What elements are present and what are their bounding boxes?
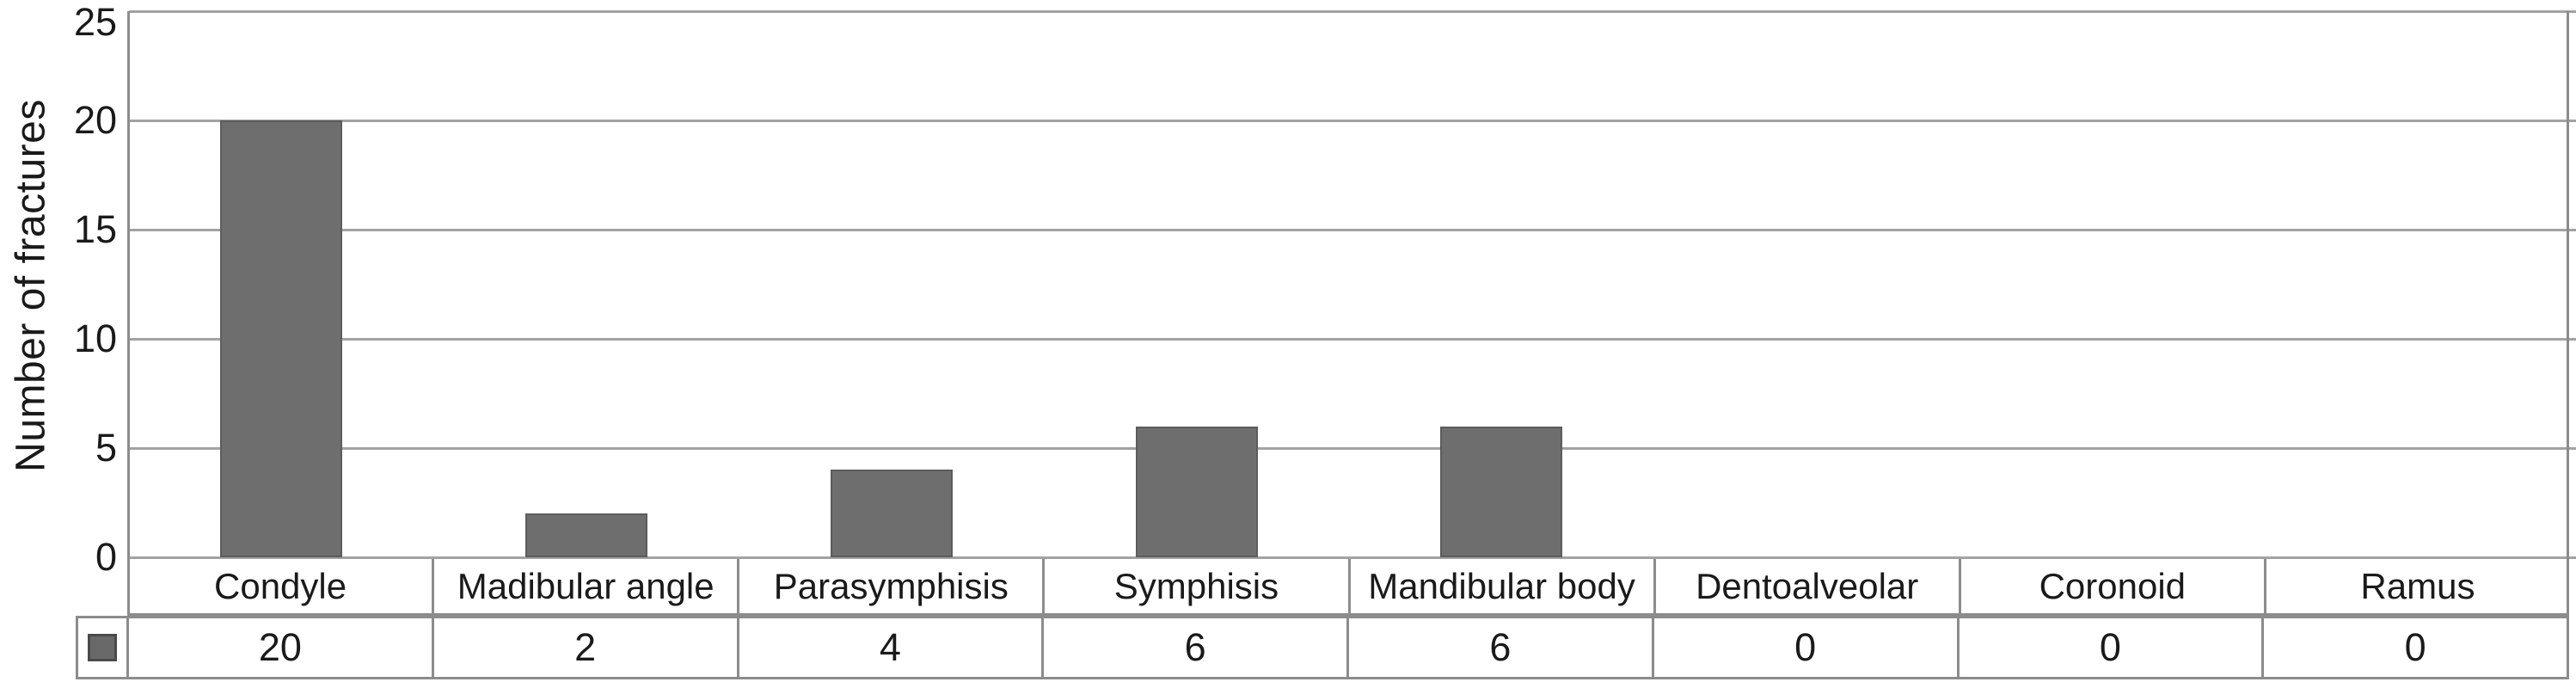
- gridline-20: [129, 119, 2576, 122]
- bar-2: [830, 470, 953, 557]
- table-value-7: 0: [2404, 625, 2426, 669]
- y-axis-title: Number of fractures: [8, 99, 54, 472]
- y-tick-label-5: 5: [95, 426, 117, 470]
- table-value-4: 6: [1349, 618, 1654, 677]
- bar-1: [525, 513, 648, 557]
- table-value-6: 0: [1960, 618, 2265, 677]
- bar-3: [1135, 426, 1258, 557]
- y-tick-label-10: 10: [73, 316, 117, 360]
- y-axis-line: [127, 11, 130, 679]
- category-label-5: Dentoalveolar: [1656, 559, 1961, 613]
- y-tick-label-20: 20: [73, 98, 117, 142]
- gridline-5: [129, 446, 2576, 450]
- table-value-0: 20: [129, 618, 434, 677]
- table-value-1: 2: [434, 618, 739, 677]
- category-label-7: Ramus: [2360, 565, 2475, 606]
- gridline-0: [129, 556, 2576, 559]
- data-table-row: 20 2 4 6 6 0 0 0: [76, 616, 2569, 679]
- y-tick-label-25: 25: [73, 0, 117, 44]
- category-label-3: Symphisis: [1045, 559, 1351, 613]
- legend-cell: [78, 618, 129, 677]
- plot-right-border: [2567, 11, 2569, 679]
- table-value-2: 4: [739, 618, 1045, 677]
- gridline-25: [129, 9, 2576, 13]
- series-swatch-icon: [88, 634, 117, 661]
- table-value-5: 0: [1654, 618, 1960, 677]
- category-label-4: Mandibular body: [1351, 559, 1656, 613]
- category-axis-row: Condyle Madibular angle Parasymphisis Symph…: [129, 559, 2569, 616]
- table-value-3: 6: [1044, 618, 1349, 677]
- gridline-10: [129, 337, 2576, 341]
- bar-4: [1440, 426, 1563, 557]
- category-label-6: Coronoid: [1961, 559, 2266, 613]
- category-label-1: Madibular angle: [434, 559, 740, 613]
- category-label-0: Condyle: [129, 559, 435, 613]
- gridline-15: [129, 228, 2576, 231]
- y-tick-label-15: 15: [73, 207, 117, 251]
- y-tick-label-0: 0: [95, 535, 117, 579]
- category-label-2: Parasymphisis: [739, 559, 1046, 613]
- bar-0: [220, 120, 343, 557]
